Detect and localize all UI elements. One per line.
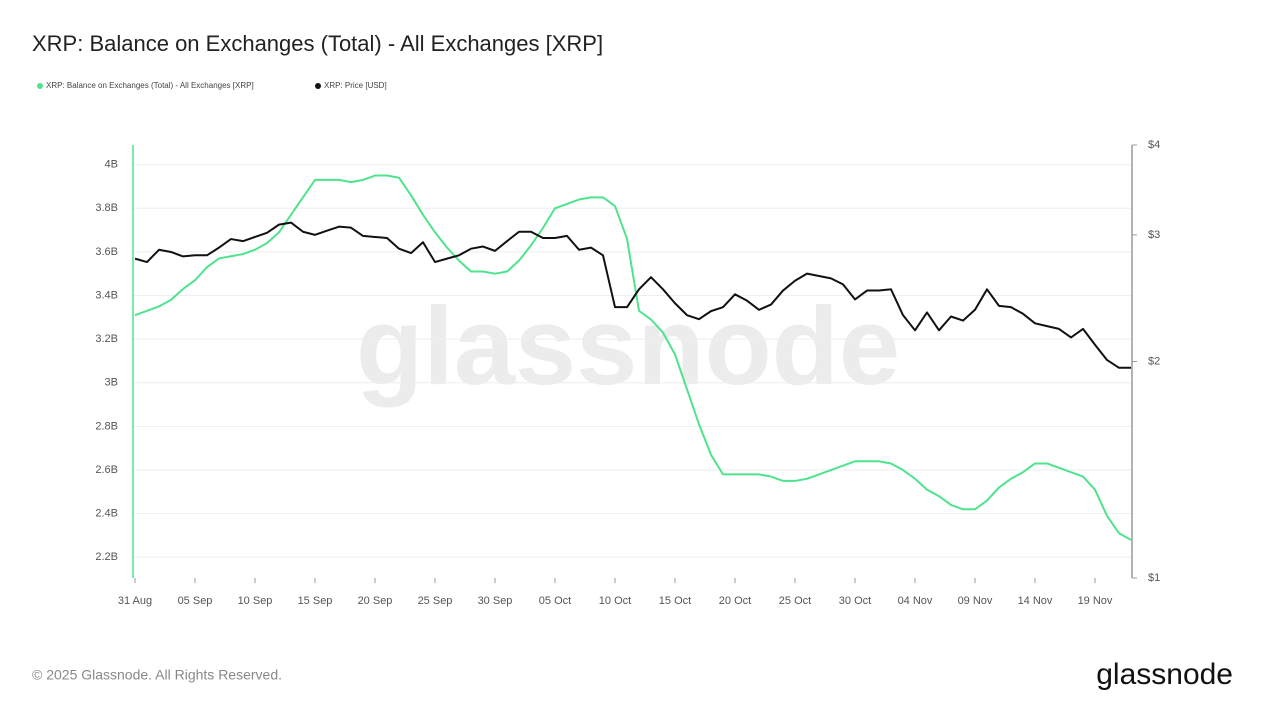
legend-label: XRP: Price [USD]	[324, 81, 387, 90]
x-tick-label: 30 Sep	[478, 595, 513, 607]
x-tick-label: 14 Nov	[1018, 595, 1053, 607]
y-tick-label: 2.4B	[95, 508, 118, 520]
x-tick-label: 20 Sep	[358, 595, 393, 607]
legend-label: XRP: Balance on Exchanges (Total) - All …	[46, 81, 254, 90]
y-tick-label: 3B	[105, 377, 118, 389]
y-tick-label: 2.6B	[95, 464, 118, 476]
x-tick-label: 09 Nov	[958, 595, 993, 607]
x-tick-label: 04 Nov	[898, 595, 933, 607]
series-line	[134, 221, 1131, 369]
x-tick-label: 15 Oct	[659, 595, 691, 607]
x-tick-label: 05 Sep	[178, 595, 213, 607]
x-tick-label: 25 Oct	[779, 595, 811, 607]
legend-marker	[37, 83, 43, 89]
chart-title: XRP: Balance on Exchanges (Total) - All …	[32, 31, 603, 56]
logo: glassnode	[1096, 658, 1233, 691]
y2-tick-label: $3	[1148, 229, 1160, 241]
y-tick-label: 2.2B	[95, 551, 118, 563]
y-tick-label: 3.4B	[95, 289, 118, 301]
y2-tick-label: $2	[1148, 355, 1160, 367]
y-tick-label: 2.8B	[95, 420, 118, 432]
legend-marker	[315, 83, 321, 89]
y-tick-label: 4B	[105, 159, 118, 171]
y2-tick-label: $4	[1148, 139, 1160, 151]
x-tick-label: 19 Nov	[1078, 595, 1113, 607]
x-tick-label: 05 Oct	[539, 595, 571, 607]
y-tick-label: 3.6B	[95, 246, 118, 258]
y-tick-label: 3.8B	[95, 202, 118, 214]
x-tick-label: 10 Sep	[238, 595, 273, 607]
y-tick-label: 3.2B	[95, 333, 118, 345]
y2-tick-label: $1	[1148, 572, 1160, 584]
series-line	[134, 174, 1132, 541]
x-tick-label: 10 Oct	[599, 595, 631, 607]
x-tick-label: 25 Sep	[418, 595, 453, 607]
x-tick-label: 30 Oct	[839, 595, 871, 607]
x-tick-label: 31 Aug	[118, 595, 152, 607]
x-tick-label: 15 Sep	[298, 595, 333, 607]
x-tick-label: 20 Oct	[719, 595, 751, 607]
watermark: glassnode	[356, 285, 900, 408]
footer: © 2025 Glassnode. All Rights Reserved.	[32, 667, 282, 683]
